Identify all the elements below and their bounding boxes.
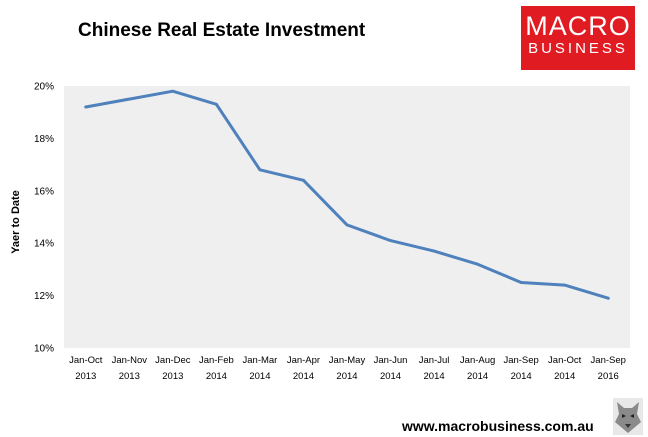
data-point	[302, 178, 305, 182]
data-point	[563, 283, 567, 287]
data-point	[171, 89, 175, 93]
x-tick-label: Jan-Oct 2014	[548, 355, 582, 382]
x-axis-ticks: Jan-Oct 2013 Jan-Nov 2013 Jan-Dec 2013 Jan-Feb…	[69, 355, 626, 382]
data-point	[345, 223, 349, 227]
y-tick-label: 14%	[34, 239, 54, 250]
footer-url: www.macrobusiness.com.au	[402, 418, 594, 434]
x-tick-label: Jan-Oct 2013	[69, 355, 103, 382]
x-tick-label: Jan-Dec 2013	[155, 355, 191, 382]
data-point	[389, 239, 392, 242]
plot-area	[64, 86, 630, 348]
y-tick-label: 12%	[34, 291, 54, 302]
x-tick-label: Jan-Nov 2013	[112, 355, 148, 382]
data-point	[214, 102, 218, 106]
chart-title: Chinese Real Estate Investment	[78, 20, 366, 41]
logo-line-2: BUSINESS	[528, 40, 628, 57]
y-tick-label: 10%	[34, 344, 54, 355]
x-tick-label: Jan-Sep 2016	[591, 355, 626, 382]
data-point	[127, 97, 131, 101]
x-tick-label: Jan-May 2014	[329, 355, 366, 382]
x-tick-label: Jan-Sep 2014	[503, 355, 538, 382]
logo-line-1: MACRO	[525, 11, 631, 41]
y-tick-label: 16%	[34, 186, 54, 197]
x-tick-label: Jan-Jun 2014	[374, 355, 408, 382]
data-point	[519, 281, 523, 284]
data-point	[606, 296, 610, 300]
y-tick-label: 20%	[34, 82, 54, 93]
data-point	[258, 168, 262, 172]
data-points	[84, 89, 610, 300]
data-point	[476, 262, 480, 266]
data-point	[432, 249, 436, 253]
x-tick-label: Jan-Aug 2014	[460, 355, 495, 382]
y-axis-ticks: 10% 12% 14% 16% 18% 20%	[34, 82, 54, 355]
x-tick-label: Jan-Jul 2014	[419, 355, 450, 382]
data-point	[84, 105, 88, 109]
wolf-logo-icon	[613, 398, 643, 435]
macrobusiness-logo: MACRO BUSINESS	[521, 6, 635, 70]
x-tick-label: Jan-Mar 2014	[243, 355, 278, 382]
x-tick-label: Jan-Apr 2014	[287, 355, 320, 382]
y-tick-label: 18%	[34, 134, 54, 145]
x-tick-label: Jan-Feb 2014	[199, 355, 234, 382]
